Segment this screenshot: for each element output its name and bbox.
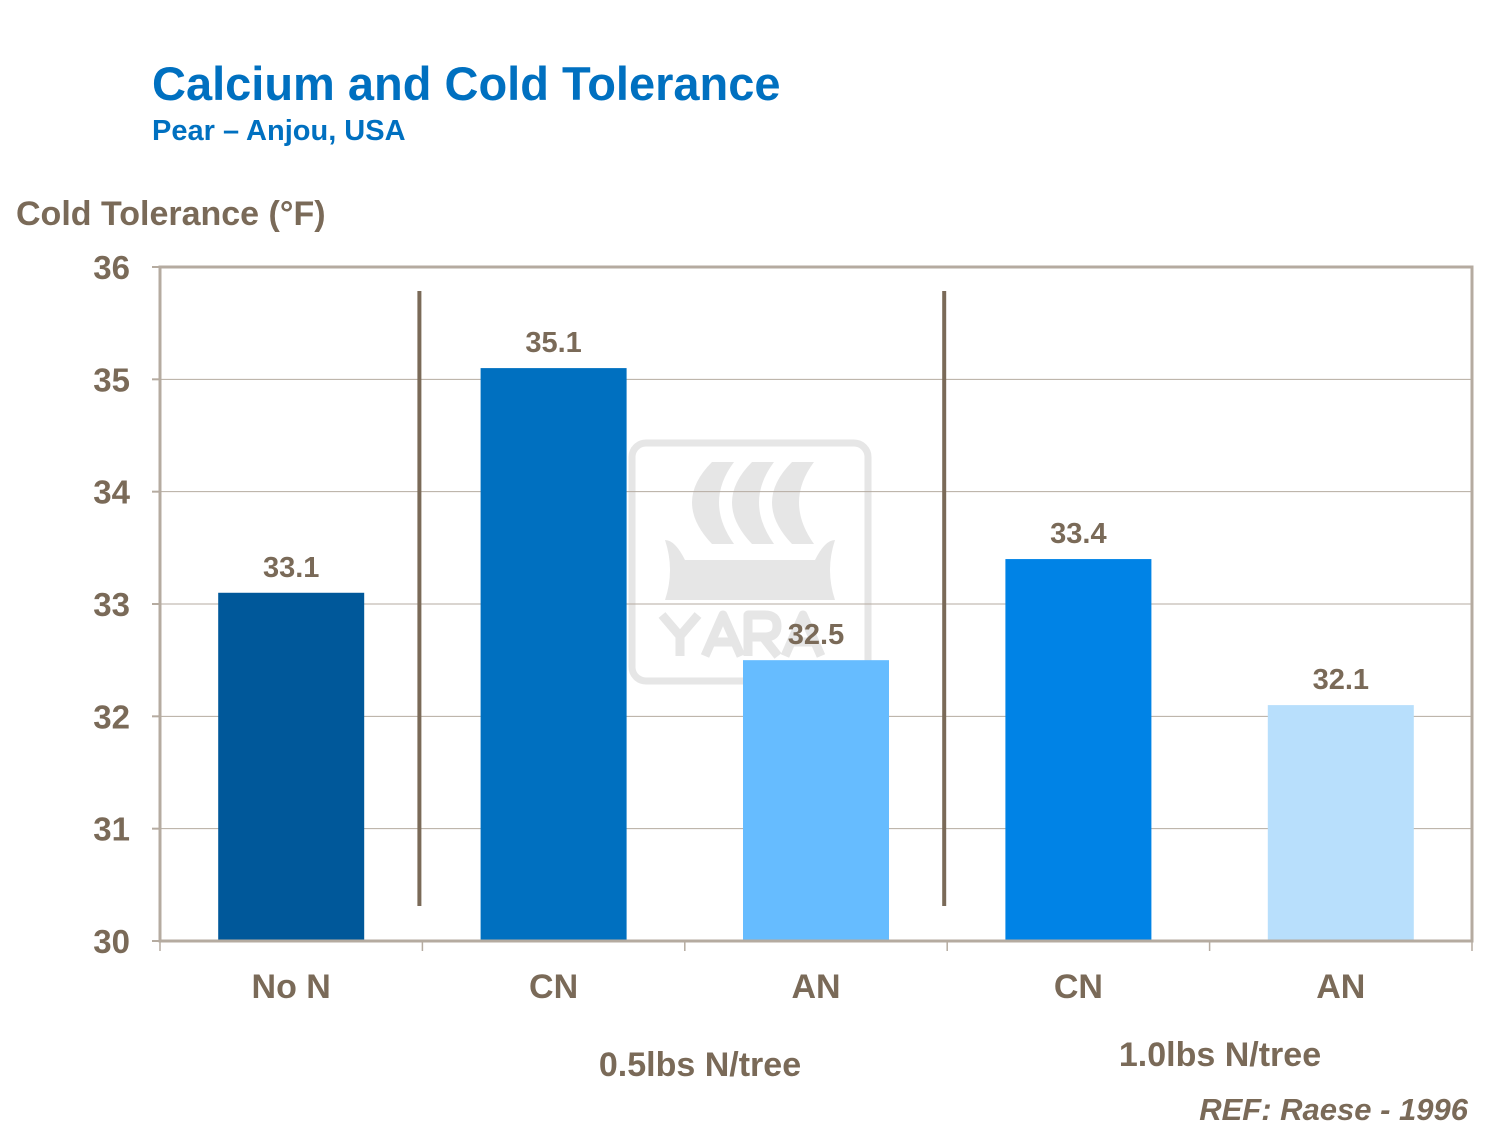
y-tick-label: 31 (93, 811, 130, 848)
logo-sail (732, 462, 774, 544)
x-tick-label: CN (529, 968, 578, 1006)
data-label: 32.1 (1313, 664, 1369, 696)
group-label-1.0: 1.0lbs N/tree (1118, 1036, 1322, 1074)
plot-frame (158, 265, 1474, 943)
y-tick-label: 34 (93, 474, 130, 511)
chart-subtitle: Pear – Anjou, USA (152, 115, 406, 147)
logo-ship-hull (665, 540, 835, 600)
y-tick-label: 35 (93, 361, 130, 398)
bar-4 (1267, 705, 1414, 941)
y-tick-label: 36 (93, 249, 130, 286)
x-tick-label: CN (1054, 968, 1103, 1006)
y-axis-label: Cold Tolerance (°F) (16, 195, 326, 233)
data-label: 33.1 (263, 552, 319, 584)
logo-sail (772, 462, 814, 544)
group-label-0.5: 0.5lbs N/tree (598, 1046, 802, 1084)
logo-wordmark (658, 610, 826, 659)
data-label: 35.1 (525, 327, 581, 359)
y-tick-label: 30 (93, 923, 130, 960)
data-label: 33.4 (1050, 518, 1106, 550)
y-tick-label: 33 (93, 586, 130, 623)
x-tick-label: AN (1316, 968, 1365, 1006)
bar-0 (218, 592, 365, 941)
bar-1 (480, 368, 627, 942)
logo-sail (692, 462, 734, 544)
bar-3 (1005, 559, 1152, 941)
y-tick-label: 32 (93, 698, 130, 735)
bar-2 (743, 660, 889, 941)
data-label: 32.5 (788, 619, 844, 651)
x-tick-label: AN (791, 968, 840, 1006)
chart-title: Calcium and Cold Tolerance (152, 57, 781, 110)
x-tick-label: No N (252, 968, 331, 1006)
reference-note: REF: Raese - 1996 (1199, 1092, 1468, 1127)
